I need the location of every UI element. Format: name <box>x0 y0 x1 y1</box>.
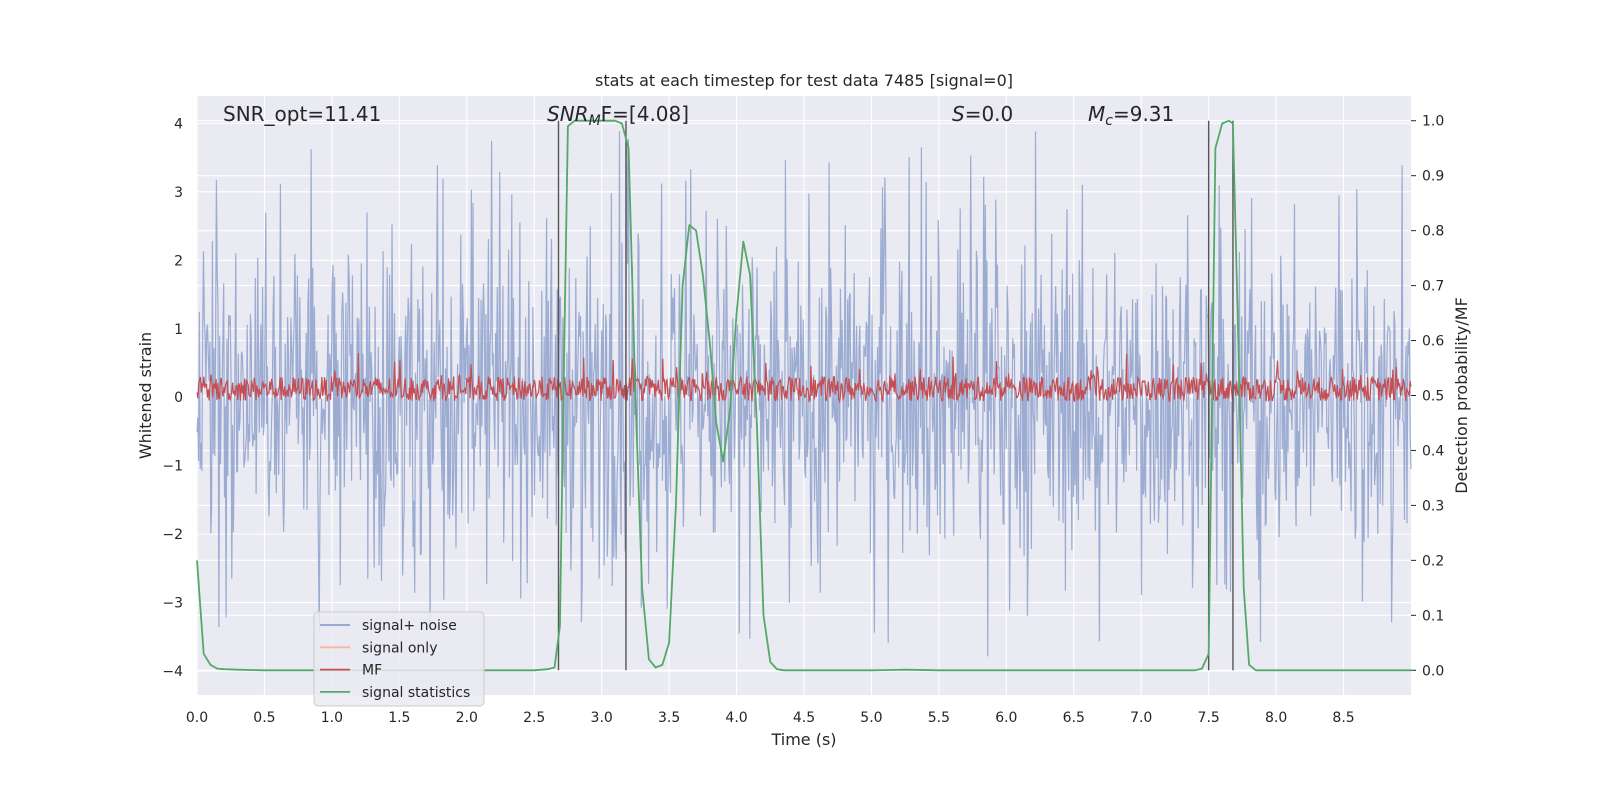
annotation-snr-opt: SNR_opt=11.41 <box>223 102 381 126</box>
x-tick-label: 5.5 <box>928 710 950 726</box>
y-right-tick-label: 0.8 <box>1422 224 1444 240</box>
y-right-tick-label: 0.5 <box>1422 389 1444 405</box>
x-tick-label: 5.0 <box>860 710 882 726</box>
x-axis-label: Time (s) <box>770 730 836 749</box>
y-right-tick-label: 1.0 <box>1422 114 1444 130</box>
annotation-mc-value: =9.31 <box>1113 102 1174 126</box>
annotation-snr-mf-subscript: M <box>589 113 601 129</box>
signal-statistics-line <box>196 119 1411 672</box>
x-tick-label: 0.0 <box>186 710 208 726</box>
y-tick-label: 1 <box>174 322 183 338</box>
y-right-tick-label: 0.9 <box>1422 169 1444 185</box>
annotation-mc-symbol: M <box>1088 102 1105 126</box>
y-tick-label: 4 <box>174 116 183 132</box>
vertical-markers <box>557 120 1234 671</box>
x-tick-label: 7.5 <box>1198 710 1220 726</box>
y-axis-label: Whitened strain <box>136 332 155 459</box>
x-tick-label: 2.0 <box>456 710 478 726</box>
y-tick-label: 0 <box>174 390 183 406</box>
y-tick-label: −4 <box>162 664 183 680</box>
annotation-mc-subscript: c <box>1105 113 1113 129</box>
annotation-snr-mf-symbol: SNR <box>547 102 589 126</box>
y-axis-right-label: Detection probability/MF <box>1452 297 1471 494</box>
y-right-tick-label: 0.2 <box>1422 553 1444 569</box>
x-tick-label: 4.0 <box>725 710 747 726</box>
y-tick-label: 3 <box>174 185 183 201</box>
annotation-s-value: =0.0 <box>965 102 1014 126</box>
y-tick-label: −2 <box>162 527 183 543</box>
y-right-tick-label: 0.4 <box>1422 443 1444 459</box>
y-right-tick-label: 0.0 <box>1422 663 1444 679</box>
legend-label: MF <box>362 663 382 679</box>
x-tick-label: 6.0 <box>995 710 1017 726</box>
y-tick-label: −1 <box>162 459 183 475</box>
annotation-mc: Mc=9.31 <box>1088 102 1174 129</box>
x-tick-label: 1.5 <box>388 710 410 726</box>
annotation-s-symbol: S <box>952 102 965 126</box>
x-tick-label: 1.0 <box>321 710 343 726</box>
x-tick-label: 8.0 <box>1265 710 1287 726</box>
y-right-tick-label: 0.1 <box>1422 608 1444 624</box>
legend-label: signal only <box>362 640 437 656</box>
y-right-tick-label: 0.3 <box>1422 498 1444 514</box>
signal-statistics-series <box>196 119 1411 672</box>
y-right-tick-label: 0.6 <box>1422 334 1444 350</box>
x-tick-label: 3.0 <box>591 710 613 726</box>
x-tick-label: 7.0 <box>1130 710 1152 726</box>
x-tick-label: 8.5 <box>1332 710 1354 726</box>
x-tick-label: 2.5 <box>523 710 545 726</box>
annotation-snr-mf-value: F=[4.08] <box>601 102 689 126</box>
chart-title: stats at each timestep for test data 748… <box>595 71 1013 90</box>
legend-label: signal statistics <box>362 685 470 701</box>
legend-box <box>313 611 485 707</box>
x-tick-label: 0.5 <box>253 710 275 726</box>
x-tick-label: 3.5 <box>658 710 680 726</box>
y-right-tick-label: 0.7 <box>1422 279 1444 295</box>
x-tick-label: 4.5 <box>793 710 815 726</box>
legend-label: signal+ noise <box>362 618 457 634</box>
legend: signal+ noise signal only MF signal statist… <box>313 611 485 707</box>
annotation-s: S=0.0 <box>952 102 1013 126</box>
x-tick-label: 6.5 <box>1063 710 1085 726</box>
y-tick-label: 2 <box>174 253 183 269</box>
axis-ticks: 0.0 0.5 1.0 1.5 2.0 2.5 3.0 3.5 4.0 4.5 5.0 5.5 6.0 6… <box>162 114 1444 726</box>
annotation-snr-mf: SNRMF=[4.08] <box>547 102 689 129</box>
y-tick-label: −3 <box>162 596 183 612</box>
